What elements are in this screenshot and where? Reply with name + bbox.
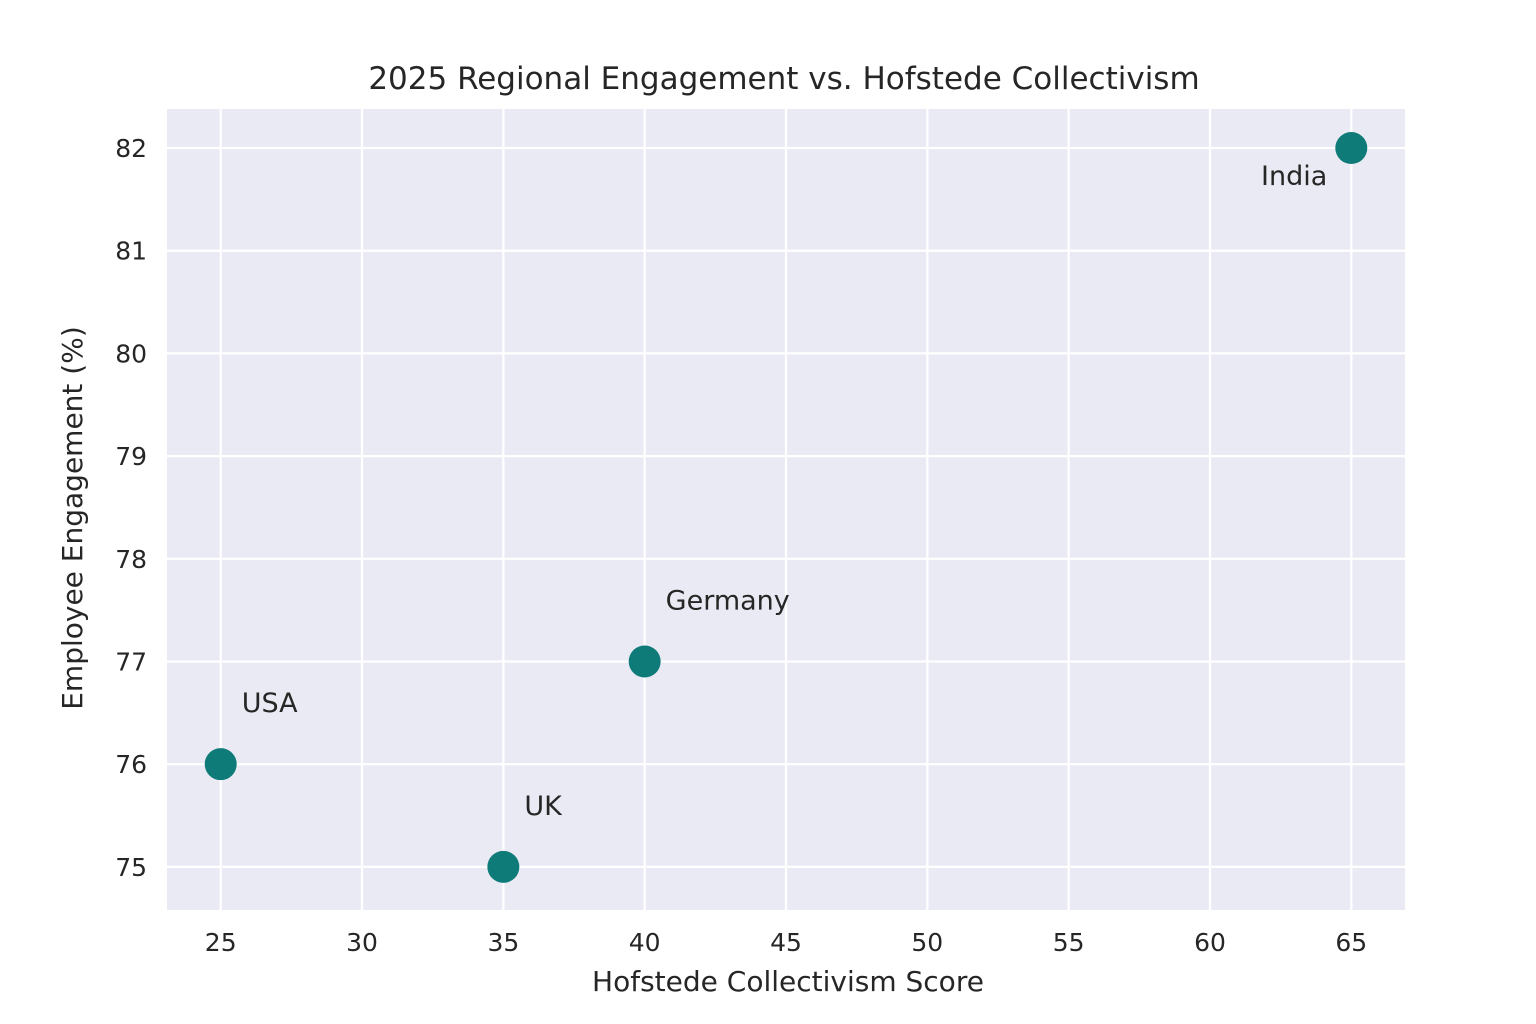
x-tick-label: 50 [911,928,943,957]
x-tick-label: 25 [205,928,237,957]
point-label: USA [242,688,298,719]
x-tick-label: 40 [629,928,661,957]
chart-title: 2025 Regional Engagement vs. Hofstede Co… [368,61,1199,97]
y-tick-label: 80 [115,339,147,368]
point-label: Germany [666,585,790,616]
x-axis-label: Hofstede Collectivism Score [592,965,984,998]
x-tick-label: 30 [346,928,378,957]
point-label: India [1261,161,1327,192]
x-axis-ticks: 25 30 35 40 45 50 55 60 65 [205,928,1367,957]
x-tick-label: 60 [1194,928,1226,957]
data-point [1335,132,1368,165]
y-tick-label: 81 [115,237,147,266]
y-tick-label: 79 [115,442,147,471]
x-tick-label: 55 [1053,928,1085,957]
y-tick-label: 82 [115,134,147,163]
y-tick-label: 78 [115,545,147,574]
x-tick-label: 35 [487,928,519,957]
x-tick-label: 65 [1335,928,1367,957]
data-point [204,748,237,781]
y-tick-label: 75 [115,853,147,882]
y-axis-ticks: 75 76 77 78 79 80 81 82 [115,134,147,882]
y-axis-label: Employee Engagement (%) [56,326,89,710]
data-points [204,132,1368,883]
data-point [628,645,661,678]
grid-lines [167,109,1405,910]
x-tick-label: 45 [770,928,802,957]
data-point [487,850,520,883]
point-labels: USA UK Germany India [242,161,1328,822]
y-tick-label: 77 [115,647,147,676]
y-tick-label: 76 [115,750,147,779]
point-label: UK [524,791,563,822]
